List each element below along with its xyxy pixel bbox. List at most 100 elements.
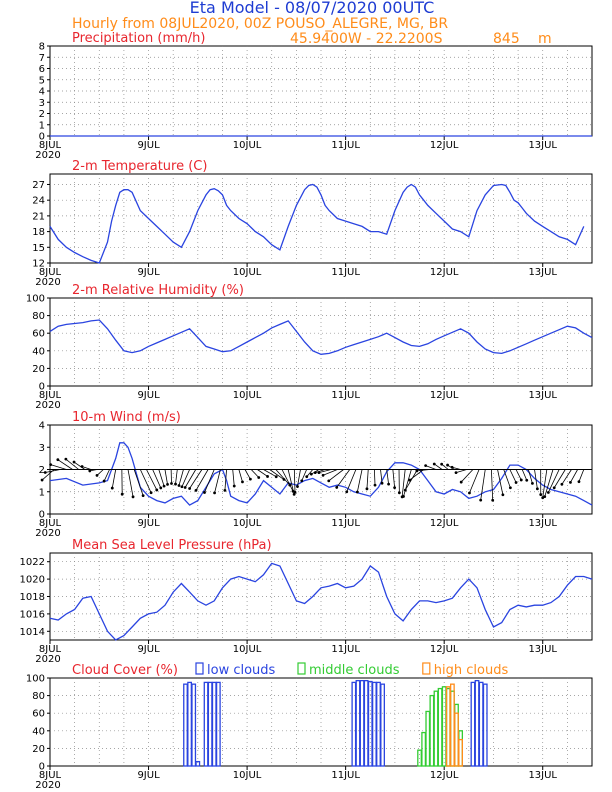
wind-barb-head — [345, 490, 349, 494]
rh-xtick-label: 12JUL — [430, 390, 459, 401]
cloud-bar — [437, 687, 443, 767]
pres-ytick-label: 1020 — [20, 575, 45, 586]
cloud-xtick-label: 12JUL — [430, 770, 459, 781]
precip-xtick-label: 13JUL — [528, 140, 557, 151]
wind-barb — [214, 469, 221, 493]
wind-barb — [65, 458, 79, 470]
cloud-ytick-label: 20 — [32, 744, 45, 755]
cloud-bar — [183, 683, 188, 767]
wind-barb — [111, 469, 117, 489]
wind-barb-head — [194, 488, 198, 492]
cloud-title: Cloud Cover (%) — [72, 663, 178, 678]
wind-barb — [401, 469, 406, 497]
wind-ytick-label: 1 — [39, 487, 45, 498]
wind-barb — [297, 469, 301, 487]
temp-xtick-label: 13JUL — [528, 267, 557, 278]
wind-barb — [250, 469, 260, 478]
wind-barb-head — [402, 495, 405, 498]
wind-barb — [158, 469, 165, 487]
wind-barb — [287, 469, 295, 495]
wind-barb-head — [459, 480, 463, 484]
rh-ytick-label: 100 — [26, 294, 45, 305]
rh-ytick-label: 60 — [32, 329, 45, 340]
rh-xtick-label: 10JUL — [233, 390, 262, 401]
wind-barb-head — [80, 465, 84, 468]
wind-barb-head — [95, 473, 99, 477]
cloud-bar — [429, 694, 435, 767]
wind-barb-head — [525, 478, 529, 482]
rh-year-label: 2020 — [35, 400, 60, 411]
wind-barb — [469, 469, 480, 494]
wind-barb — [434, 463, 443, 470]
temp-ytick-label: 15 — [32, 243, 45, 254]
wind-xtick-label: 13JUL — [528, 518, 557, 529]
rh-xtick-label: 9JUL — [137, 390, 160, 401]
cloud-xtick-label: 10JUL — [233, 770, 262, 781]
wind-barb — [301, 469, 307, 481]
wind-barb — [281, 469, 294, 492]
wind-barb — [386, 469, 389, 485]
wind-barb-head — [387, 482, 391, 486]
wind-barb-head — [552, 486, 556, 490]
wind-barb-head — [577, 480, 581, 484]
wind-barb-head — [450, 465, 454, 469]
meteogram-location: 45.9400W - 22.2200S — [290, 31, 443, 47]
rh-series-line — [49, 319, 593, 355]
wind-barb-head — [162, 484, 166, 488]
temp-panel: 12 15 18 21 24 27 8JUL 9JUL 10JUL 11JUL 12JUL 13JUL… — [32, 159, 593, 288]
cloud-bar — [371, 681, 377, 767]
cloud-legend-label: low clouds — [207, 663, 276, 678]
wind-barb — [315, 469, 326, 474]
wind-barb — [318, 469, 332, 474]
rh-xtick-label: 11JUL — [331, 390, 360, 401]
wind-barb — [455, 469, 467, 474]
wind-barb — [257, 469, 268, 477]
wind-barb-head — [501, 493, 505, 497]
cloud-ytick-label: 60 — [32, 709, 45, 720]
wind-barb-head — [170, 482, 173, 485]
wind-barb-head — [403, 488, 407, 492]
wind-barb-head — [248, 477, 252, 481]
temp-ytick-label: 18 — [32, 227, 45, 238]
wind-barb-head — [266, 475, 269, 478]
precip-ytick-label: 5 — [39, 75, 45, 86]
wind-barb-head — [131, 495, 135, 499]
wind-barb — [50, 464, 67, 470]
pres-xtick-label: 12JUL — [430, 644, 459, 655]
precip-xtick-label: 8JUL — [39, 140, 62, 151]
wind-barb-head — [309, 472, 313, 476]
cloud-xtick-label: 9JUL — [137, 770, 160, 781]
wind-barb — [366, 469, 369, 489]
wind-barb — [133, 469, 144, 496]
wind-barb — [553, 469, 566, 488]
wind-barb — [491, 469, 494, 501]
temp-ytick-label: 24 — [32, 196, 45, 207]
wind-barb-head — [183, 486, 187, 489]
wind-barb-head — [415, 469, 419, 473]
cloud-xtick-label: 8JUL — [39, 770, 62, 781]
wind-barb — [542, 469, 548, 498]
pres-year-label: 2020 — [35, 654, 60, 665]
wind-barb-head — [514, 481, 518, 484]
wind-barb-head — [203, 491, 206, 494]
wind-barb — [346, 469, 357, 492]
precip-xtick-label: 11JUL — [331, 140, 360, 151]
wind-barb-head — [397, 491, 401, 495]
cloud-ytick-label: 40 — [32, 726, 45, 737]
wind-barb-head — [166, 483, 169, 486]
wind-barb — [380, 469, 383, 484]
pres-xtick-label: 11JUL — [331, 644, 360, 655]
wind-barb-head — [40, 478, 44, 482]
wind-series-line — [49, 442, 593, 506]
wind-barbs — [40, 457, 592, 502]
wind-barb-head — [408, 478, 412, 482]
wind-barb — [441, 463, 449, 470]
precip-xtick-label: 12JUL — [430, 140, 459, 151]
wind-barb-head — [560, 482, 564, 486]
wind-barb — [204, 469, 215, 493]
cloud-bar — [454, 712, 459, 767]
cloud-bar — [355, 679, 361, 767]
cloud-bar — [207, 681, 213, 767]
pres-xtick-label: 9JUL — [137, 644, 160, 655]
wind-barb-head — [313, 471, 317, 475]
